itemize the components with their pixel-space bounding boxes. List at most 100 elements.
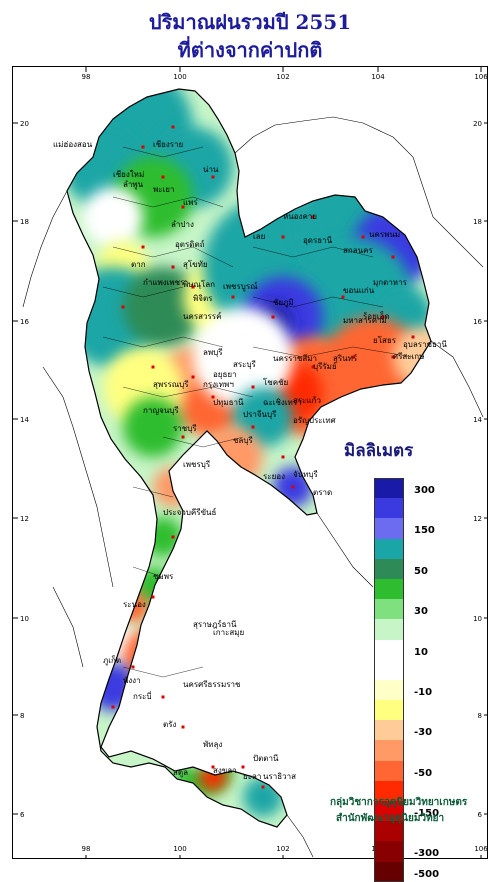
neighbor-border	[22, 190, 68, 308]
legend-swatch	[374, 720, 404, 741]
province-label: มุกดาหาร	[373, 278, 408, 287]
legend-swatch	[374, 518, 404, 539]
legend-label: -10	[414, 686, 433, 698]
province-label: เพชรบุรี	[183, 460, 211, 469]
province-label: กระบี่	[133, 690, 152, 701]
lon-tick-label: 106	[474, 845, 488, 853]
lat-tick-label: 8	[20, 712, 24, 720]
raster-blob	[193, 307, 293, 407]
province-label: กรุงเทพฯ	[203, 380, 234, 389]
province-label: เลย	[253, 232, 265, 241]
province-label: ปราจีนบุรี	[243, 410, 277, 419]
legend-label: -150	[414, 808, 440, 819]
raster-blob	[243, 777, 283, 817]
station-marker	[281, 455, 285, 459]
legend-row	[374, 780, 474, 801]
province-label: พิจิตร	[193, 294, 213, 303]
neighbor-border	[234, 116, 484, 268]
lat-tick-label: 10	[473, 615, 482, 623]
station-marker	[411, 335, 415, 339]
province-label: สระแก้ว	[293, 396, 321, 405]
province-label: นครศรีธรรมราช	[183, 680, 241, 689]
station-marker	[231, 295, 235, 299]
thailand-border	[66, 88, 432, 828]
station-marker	[181, 205, 185, 209]
province-label: อุดรธานี	[303, 236, 333, 245]
province-border	[122, 146, 204, 158]
province-label: ยะลา	[243, 772, 261, 781]
station-marker	[161, 175, 165, 179]
lat-tick-label: 18	[20, 218, 29, 226]
province-label: สงขลา	[213, 766, 237, 775]
legend-swatch	[374, 578, 404, 600]
legend-swatch	[374, 498, 404, 519]
province-label: หนองคาย	[283, 212, 317, 221]
province-border	[252, 346, 414, 358]
legend-label: 150	[414, 525, 435, 537]
station-marker	[191, 375, 195, 379]
map-subtitle: ที่ต่างจากค่าปกติ	[177, 38, 323, 62]
legend-swatch	[374, 780, 404, 801]
raster-blob	[123, 397, 183, 457]
province-label: นครสวรรค์	[183, 311, 221, 321]
province-label: สุพรรณบุรี	[153, 380, 189, 389]
station-marker	[181, 725, 185, 729]
province-label: พิษณุโลก	[183, 279, 215, 289]
lon-tick-label: 104	[371, 73, 385, 81]
legend-swatch	[374, 538, 404, 559]
station-marker	[211, 395, 215, 399]
province-label: พะเยา	[153, 185, 174, 194]
lat-tick-label: 18	[473, 218, 482, 226]
neighbor-border	[316, 512, 374, 588]
legend-label: 300	[414, 485, 435, 496]
lon-tick-label: 98	[82, 845, 91, 853]
province-label: สระบุรี	[233, 360, 257, 369]
station-marker	[311, 215, 315, 219]
legend-label: -500	[414, 868, 440, 880]
lat-tick-label: 12	[473, 515, 482, 523]
station-marker	[251, 425, 255, 429]
legend-swatch	[374, 861, 404, 882]
legend-row: -50	[374, 760, 474, 781]
province-label: แม่ฮ่องสอน	[53, 140, 93, 149]
province-label: นครพนม	[369, 230, 400, 239]
province-label: น่าน	[203, 165, 219, 174]
province-label: ลำปาง	[171, 220, 194, 229]
station-marker	[171, 125, 175, 129]
province-label: สุราษฎร์ธานี	[193, 619, 237, 629]
station-marker	[141, 245, 145, 249]
lat-tick-label: 10	[20, 615, 29, 623]
neighbor-border	[52, 586, 84, 668]
station-marker	[181, 435, 185, 439]
province-label: เพชรบูรณ์	[223, 281, 258, 292]
province-border	[162, 436, 244, 448]
station-marker	[131, 665, 135, 669]
province-label: กำแพงเพชร	[143, 278, 185, 287]
station-marker	[111, 705, 115, 709]
raster-blob	[153, 467, 193, 507]
lon-tick-label: 102	[276, 845, 289, 853]
station-marker	[241, 765, 245, 769]
station-marker	[361, 235, 365, 239]
station-marker	[351, 355, 355, 359]
province-border	[122, 666, 204, 678]
agency-line-1: กลุ่มวิชาการอุตุนิยมวิทยาเกษตร	[330, 797, 468, 808]
station-marker	[281, 235, 285, 239]
legend-label: -300	[414, 848, 440, 860]
legend-row: -300	[374, 841, 474, 862]
province-label: ลพบุรี	[203, 348, 223, 357]
station-marker	[391, 255, 395, 259]
province-label: ยโสธร	[373, 335, 397, 345]
neighbor-border	[430, 340, 484, 418]
legend-row: -150	[374, 801, 474, 822]
province-label: สุรินทร์	[333, 353, 358, 363]
province-label: เชียงใหม่	[113, 170, 144, 179]
lon-tick-label: 102	[276, 73, 289, 81]
lat-tick-label: 8	[478, 712, 482, 720]
legend-swatch	[374, 679, 404, 701]
raster-blob	[143, 517, 183, 557]
legend-row	[374, 538, 474, 559]
province-label: สุโขทัย	[183, 259, 208, 269]
lon-tick-label: 98	[82, 73, 91, 81]
